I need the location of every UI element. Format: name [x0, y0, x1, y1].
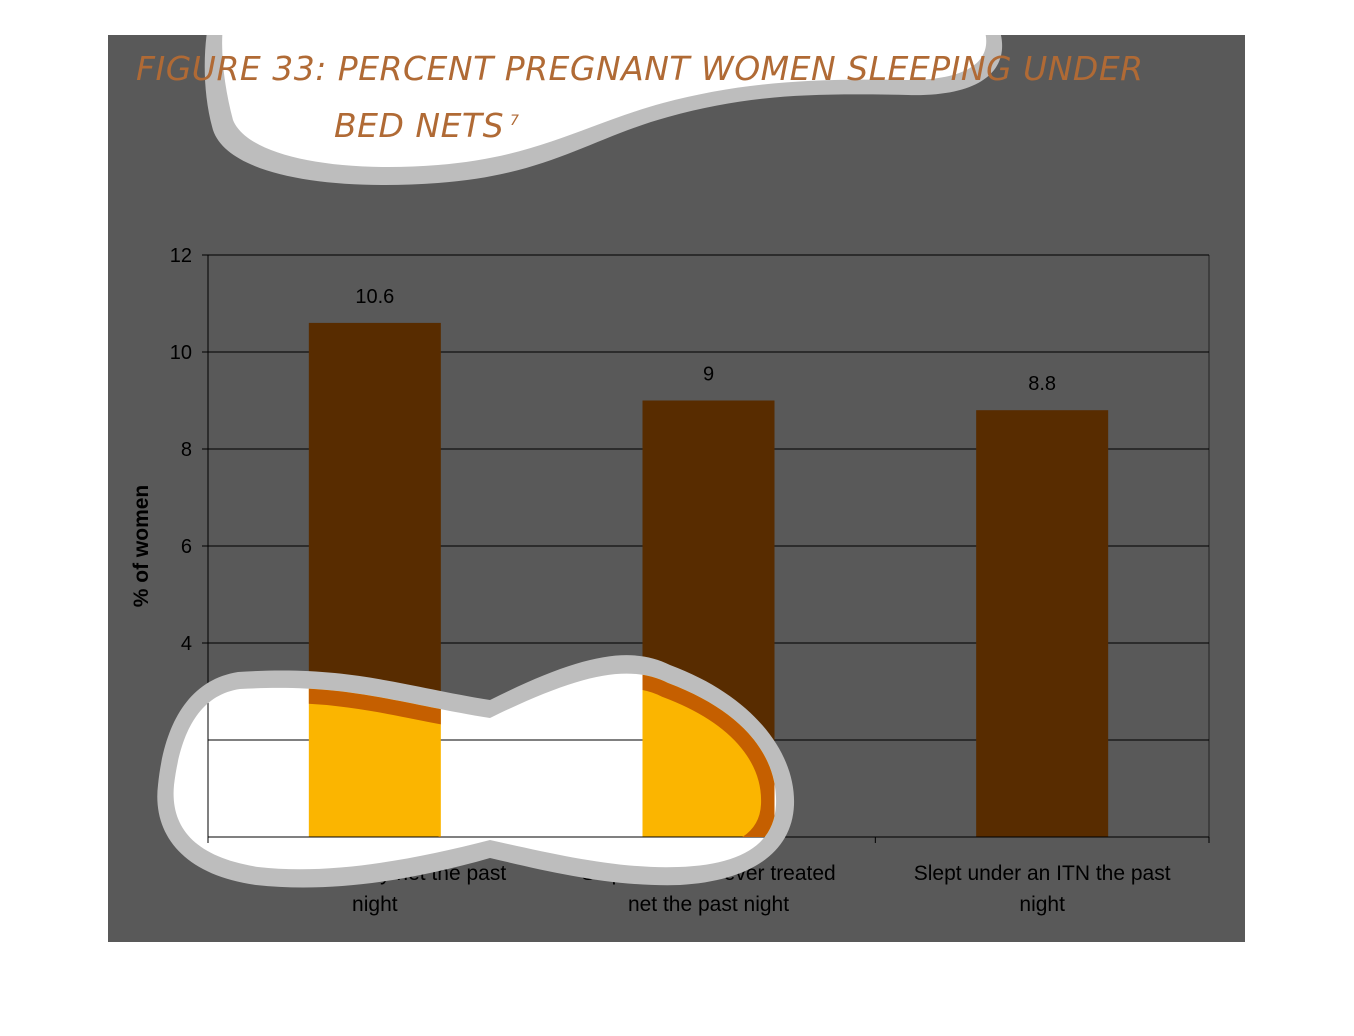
y-tick-label: 12 — [170, 245, 192, 267]
category-label: net the past night — [628, 893, 789, 916]
slide: 10.698.8024681012Slept under any net the… — [108, 35, 1245, 942]
category-label: Slept under an ITN the past — [914, 862, 1171, 885]
title-cloud — [222, 35, 987, 167]
category-label: night — [352, 893, 398, 916]
y-tick-label: 4 — [181, 633, 192, 655]
figure-title: FIGURE 33: PERCENT PREGNANT WOMEN SLEEPI… — [136, 43, 1236, 152]
title-cloud-overlay — [204, 35, 1003, 185]
data-label: 10.6 — [355, 286, 394, 308]
chart: 10.698.8024681012Slept under any net the… — [130, 35, 1210, 916]
category-label: night — [1019, 893, 1065, 916]
figure-title-line2: BED NETS — [334, 106, 505, 145]
figure-title-footnote: 7 — [510, 113, 520, 129]
bottom-blob-overlay — [157, 655, 795, 888]
data-label: 8.8 — [1028, 373, 1056, 395]
y-tick-label: 6 — [181, 536, 192, 558]
y-tick-label: 8 — [181, 439, 192, 461]
data-label: 9 — [703, 364, 714, 386]
y-tick-label: 10 — [170, 342, 192, 364]
figure-title-line1: FIGURE 33: PERCENT PREGNANT WOMEN SLEEPI… — [136, 49, 1144, 88]
y-axis-label: % of women — [130, 485, 153, 608]
bar — [976, 410, 1109, 837]
